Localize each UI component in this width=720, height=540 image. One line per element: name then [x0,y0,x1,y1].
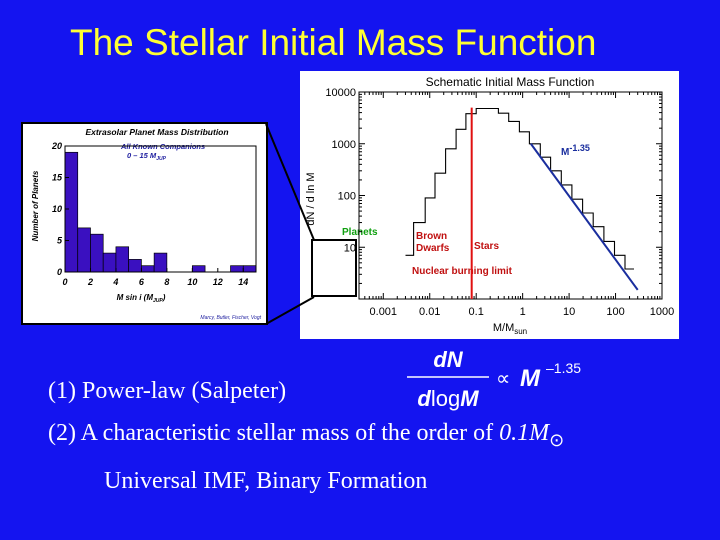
imf-fit-label: M-1.35 [561,143,590,158]
histogram-bar [128,259,142,273]
dwarfs-label: Dwarfs [416,243,450,254]
imf-chart-panel: Schematic Initial Mass Function dN / d l… [300,71,679,339]
histogram-bar [64,151,79,273]
histogram-x-tick-label: 6 [139,277,145,287]
histogram-bar [153,252,168,273]
imf-y-tick-label: 10 [344,242,356,254]
histogram-bar [141,265,155,273]
histogram-panel: Extrasolar Planet Mass Distribution All … [21,122,268,325]
brown-label: Brown [416,231,447,242]
sun-symbol: ⊙ [549,430,565,451]
histogram-bar [77,227,91,273]
imf-chart-title: Schematic Initial Mass Function [426,75,595,89]
histogram-bar [191,265,206,273]
imf-x-tick-label: 1000 [650,306,674,318]
histogram-legend-2: 0 – 15 MJUP [127,151,167,162]
slide-title: The Stellar Initial Mass Function [70,22,597,63]
imf-x-tick-label: 0.01 [419,306,440,318]
histogram-y-tick-label: 20 [51,141,62,151]
histogram-x-tick-label: 0 [62,277,67,287]
planets-highlight-box [311,239,357,297]
histogram-y-tick-label: 5 [57,236,63,246]
histogram-bar [90,233,104,273]
imf-y-tick-label: 1000 [332,139,356,151]
histogram-x-tick-label: 4 [112,277,118,287]
powerlaw-line: (1) Power-law (Salpeter) [48,378,287,404]
imf-power-law-line [530,143,639,291]
imf-chart: Schematic Initial Mass Function dN / d l… [305,75,674,336]
formula-exponent: –1.35 [546,360,581,376]
imf-y-tick-label: 10000 [325,87,356,99]
histogram-x-tick-label: 8 [164,277,169,287]
histogram-y-axis-label: Number of Planets [31,170,40,241]
histogram-chart: Extrasolar Planet Mass Distribution All … [31,127,262,321]
formula-numerator: dN [433,347,463,372]
imf-y-tick-label: 100 [338,191,356,203]
histogram-credit: Marcy, Butler, Fischer, Vogt [200,315,261,321]
imf-x-tick-label: 1 [520,306,526,318]
imf-x-tick-label: 0.001 [370,306,398,318]
imf-x-tick-label: 0.1 [469,306,484,318]
formula-denominator: dlogM [417,386,479,411]
characteristic-mass-value: 0.1M [499,420,550,446]
formula-mass: M [520,365,541,392]
histogram-y-tick-label: 15 [52,173,63,183]
histogram-x-tick-label: 2 [87,277,93,287]
characteristic-mass-line: (2) A characteristic stellar mass of the… [48,420,564,451]
histogram-x-tick-label: 14 [238,277,248,287]
histogram-y-tick-label: 0 [57,267,62,277]
salpeter-formula: dN dlogM ∝ M –1.35 [400,342,600,417]
imf-y-axis-label: dN / d ln M [305,172,317,225]
histogram-title: Extrasolar Planet Mass Distribution [85,127,228,137]
imf-x-axis-label: M/Msun [493,322,527,336]
histogram-bar [102,252,117,273]
histogram-x-tick-label: 12 [213,277,223,287]
imf-x-tick-label: 10 [563,306,575,318]
universal-imf-line: Universal IMF, Binary Formation [104,468,428,494]
characteristic-mass-text: (2) A characteristic stellar mass of the… [48,420,500,446]
imf-x-tick-label: 100 [606,306,624,318]
histogram-x-tick-label: 10 [187,277,197,287]
histogram-bar [115,246,130,273]
histogram-bar [230,265,244,273]
nuclear-burning-label: Nuclear burning limit [412,266,513,277]
formula-proportional: ∝ [496,368,510,390]
imf-step-series [405,107,634,270]
salpeter-formula-svg: dN dlogM ∝ M –1.35 [407,347,581,411]
histogram-y-tick-label: 10 [52,204,62,214]
stars-label: Stars [474,241,499,252]
histogram-bar [242,265,257,273]
planets-label: Planets [342,227,378,238]
histogram-x-axis-label: M sin i (MJUP) [117,293,166,304]
